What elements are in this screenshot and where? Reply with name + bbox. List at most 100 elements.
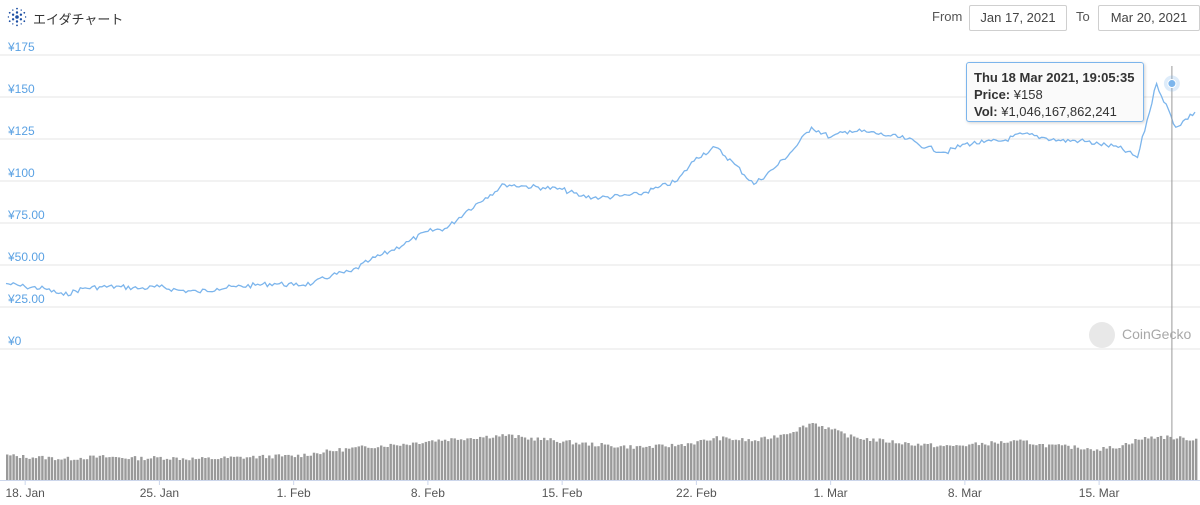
- volume-bar: [447, 441, 450, 480]
- volume-bar: [977, 445, 981, 480]
- volume-bar: [25, 457, 28, 480]
- volume-bar: [891, 440, 894, 480]
- chart-header: エイダチャート From To: [0, 0, 1200, 36]
- volume-bar: [284, 455, 287, 480]
- volume-bar: [309, 455, 312, 480]
- y-tick-label: ¥125: [7, 124, 35, 138]
- volume-bar: [865, 438, 869, 480]
- volume-bar: [990, 441, 993, 480]
- volume-bar: [332, 451, 335, 480]
- volume-bar: [53, 460, 57, 480]
- volume-bar: [514, 438, 517, 480]
- volume-bar: [747, 439, 750, 480]
- volume-bar: [22, 455, 25, 480]
- to-date-input[interactable]: [1098, 5, 1200, 31]
- volume-bar: [715, 436, 718, 480]
- volume-bar: [73, 459, 76, 480]
- volume-bar: [907, 443, 910, 480]
- volume-bar: [207, 457, 210, 480]
- volume-bar: [769, 438, 773, 480]
- volume-bar: [98, 455, 102, 480]
- volume-bar: [357, 446, 360, 480]
- volume-bar: [34, 458, 38, 480]
- volume-bar: [316, 453, 319, 480]
- volume-bar: [619, 446, 623, 480]
- volume-bar: [856, 437, 859, 480]
- volume-bar: [817, 426, 821, 480]
- volume-bar: [485, 435, 488, 480]
- volume-bar: [1041, 444, 1044, 480]
- volume-bar: [527, 439, 530, 480]
- volume-bar: [622, 445, 626, 480]
- volume-bar: [948, 445, 952, 480]
- volume-bar: [1048, 444, 1051, 480]
- volume-bar: [558, 443, 562, 480]
- volume-bar: [776, 437, 779, 480]
- volume-bar: [674, 446, 677, 480]
- volume-bar: [520, 436, 523, 480]
- volume-bar: [869, 441, 872, 480]
- volume-bar: [872, 438, 875, 480]
- volume-bar: [536, 437, 539, 480]
- from-date-input[interactable]: [969, 5, 1067, 31]
- volume-bar: [92, 455, 95, 480]
- volume-bar: [1038, 444, 1041, 480]
- volume-bar: [590, 442, 594, 480]
- volume-bar: [504, 435, 507, 480]
- volume-bar: [789, 433, 792, 480]
- x-tick-label: 8. Mar: [948, 486, 982, 500]
- volume-bar: [725, 437, 728, 480]
- volume-bar: [543, 437, 546, 480]
- volume-bar: [1000, 441, 1003, 480]
- volume-bar: [837, 430, 840, 480]
- volume-bar: [1172, 439, 1175, 480]
- volume-bar: [1118, 448, 1121, 480]
- volume-bar: [348, 448, 351, 480]
- volume-bar: [290, 455, 293, 480]
- volume-bar: [824, 429, 827, 480]
- to-label: To: [1076, 9, 1090, 24]
- volume-bar: [936, 446, 939, 480]
- volume-bar: [322, 452, 325, 480]
- volume-bar: [1076, 447, 1080, 480]
- volume-bar: [680, 444, 683, 480]
- volume-bar: [632, 448, 635, 480]
- volume-bar: [76, 459, 79, 480]
- volume-bar: [651, 447, 654, 480]
- volume-bar: [750, 441, 754, 480]
- volume-bar: [175, 457, 178, 480]
- volume-bar: [1092, 450, 1096, 480]
- volume-bar: [367, 447, 370, 480]
- volume-bar: [469, 438, 472, 480]
- volume-bar: [1006, 442, 1009, 480]
- volume-bar: [146, 458, 149, 480]
- volume-bar: [360, 445, 364, 480]
- volume-bar: [1185, 440, 1188, 480]
- volume-bar: [1131, 443, 1134, 480]
- volume-bar: [910, 445, 913, 480]
- volume-bar: [958, 445, 961, 480]
- volume-bar: [517, 435, 520, 480]
- volume-bar: [779, 434, 782, 480]
- volume-bar: [50, 457, 54, 480]
- volume-bar: [610, 446, 613, 480]
- from-label: From: [932, 9, 963, 24]
- volume-bar: [242, 458, 245, 480]
- volume-bar: [606, 444, 610, 480]
- volume-bar: [108, 457, 111, 480]
- volume-bar: [846, 437, 849, 480]
- price-volume-chart[interactable]: ¥0 ¥25.00 ¥50.00 ¥75.00 ¥100 ¥125 ¥150 ¥175 18. …: [0, 36, 1200, 505]
- volume-bar: [945, 445, 949, 480]
- volume-bar: [814, 423, 817, 480]
- volume-bar: [658, 444, 661, 480]
- volume-bar: [165, 458, 169, 480]
- volume-bar: [648, 446, 651, 480]
- volume-bar: [987, 445, 990, 480]
- volume-bar: [1003, 442, 1006, 480]
- coingecko-logo-icon: [1089, 322, 1115, 348]
- volume-bar: [1105, 448, 1108, 480]
- y-tick-label: ¥25.00: [7, 292, 45, 306]
- x-tick-label: 25. Jan: [140, 486, 179, 500]
- volume-bar: [916, 443, 920, 480]
- volume-bar: [415, 442, 418, 480]
